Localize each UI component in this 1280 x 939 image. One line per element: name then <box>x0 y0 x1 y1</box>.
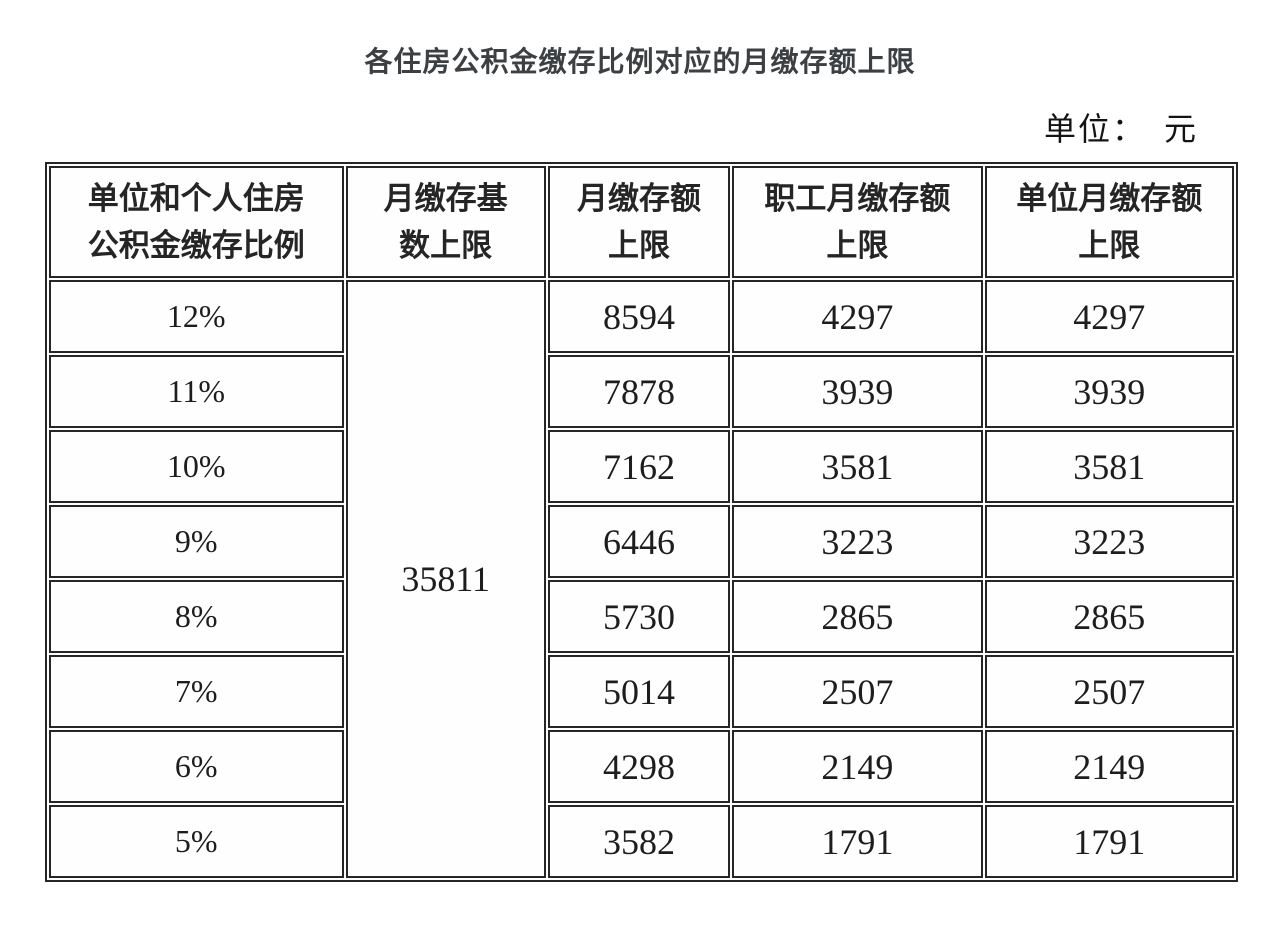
header-line: 单位和个人住房 <box>87 180 305 216</box>
cell-employee-limit: 3581 <box>732 430 983 503</box>
header-line: 月缴存基 <box>383 180 508 216</box>
cell-rate: 11% <box>49 355 344 428</box>
header-line: 月缴存额 <box>576 180 701 216</box>
header-line: 单位月缴存额 <box>1016 180 1203 216</box>
cell-employee-limit: 3223 <box>732 505 983 578</box>
cell-monthly-limit: 5730 <box>547 580 731 653</box>
cell-employee-limit: 2507 <box>732 655 983 728</box>
table-row: 9% 6446 3223 3223 <box>49 505 1234 578</box>
cell-employee-limit: 4297 <box>732 280 983 353</box>
table-row: 8% 5730 2865 2865 <box>49 580 1234 653</box>
cell-employee-limit: 2149 <box>732 730 983 803</box>
cell-employer-limit: 2865 <box>984 580 1234 653</box>
column-header-monthly-limit: 月缴存额 上限 <box>547 166 731 278</box>
cell-rate: 8% <box>49 580 344 653</box>
table-body: 12% 35811 8594 4297 4297 11% 7878 3939 3… <box>49 280 1234 878</box>
column-header-employer-limit: 单位月缴存额 上限 <box>984 166 1234 278</box>
cell-base-limit-merged: 35811 <box>345 280 546 878</box>
table-row: 7% 5014 2507 2507 <box>49 655 1234 728</box>
provident-fund-table: 单位和个人住房 公积金缴存比例 月缴存基 数上限 月缴存额 上限 职工月缴存额 … <box>45 162 1238 882</box>
cell-rate: 9% <box>49 505 344 578</box>
cell-employee-limit: 1791 <box>732 805 983 878</box>
cell-employee-limit: 2865 <box>732 580 983 653</box>
cell-employer-limit: 1791 <box>984 805 1234 878</box>
cell-monthly-limit: 7878 <box>547 355 731 428</box>
cell-employer-limit: 2149 <box>984 730 1234 803</box>
cell-rate: 12% <box>49 280 344 353</box>
cell-monthly-limit: 4298 <box>547 730 731 803</box>
cell-rate: 10% <box>49 430 344 503</box>
header-line: 职工月缴存额 <box>764 180 951 216</box>
cell-monthly-limit: 6446 <box>547 505 731 578</box>
cell-rate: 7% <box>49 655 344 728</box>
table-row: 11% 7878 3939 3939 <box>49 355 1234 428</box>
table-row: 10% 7162 3581 3581 <box>49 430 1234 503</box>
table-row: 6% 4298 2149 2149 <box>49 730 1234 803</box>
cell-employer-limit: 3223 <box>984 505 1234 578</box>
cell-employer-limit: 4297 <box>984 280 1234 353</box>
cell-employee-limit: 3939 <box>732 355 983 428</box>
column-header-rate: 单位和个人住房 公积金缴存比例 <box>49 166 344 278</box>
page-title: 各住房公积金缴存比例对应的月缴存额上限 <box>364 46 916 77</box>
cell-monthly-limit: 7162 <box>547 430 731 503</box>
cell-employer-limit: 3939 <box>984 355 1234 428</box>
unit-label: 单位： 元 <box>1043 111 1198 147</box>
cell-employer-limit: 2507 <box>984 655 1234 728</box>
header-line: 上限 <box>826 228 889 263</box>
table-header-row: 单位和个人住房 公积金缴存比例 月缴存基 数上限 月缴存额 上限 职工月缴存额 … <box>49 166 1234 278</box>
cell-rate: 6% <box>49 730 344 803</box>
table-row: 5% 3582 1791 1791 <box>49 805 1234 878</box>
cell-employer-limit: 3581 <box>984 430 1234 503</box>
header-line: 上限 <box>1078 228 1141 263</box>
header-line: 公积金缴存比例 <box>87 228 305 263</box>
header-line: 上限 <box>607 228 670 263</box>
column-header-employee-limit: 职工月缴存额 上限 <box>732 166 983 278</box>
cell-monthly-limit: 3582 <box>547 805 731 878</box>
cell-monthly-limit: 5014 <box>547 655 731 728</box>
header-line: 数上限 <box>399 228 493 263</box>
cell-monthly-limit: 8594 <box>547 280 731 353</box>
table-row: 12% 35811 8594 4297 4297 <box>49 280 1234 878</box>
column-header-base-limit: 月缴存基 数上限 <box>345 166 546 278</box>
cell-rate: 5% <box>49 805 344 878</box>
table-header: 单位和个人住房 公积金缴存比例 月缴存基 数上限 月缴存额 上限 职工月缴存额 … <box>49 166 1234 278</box>
